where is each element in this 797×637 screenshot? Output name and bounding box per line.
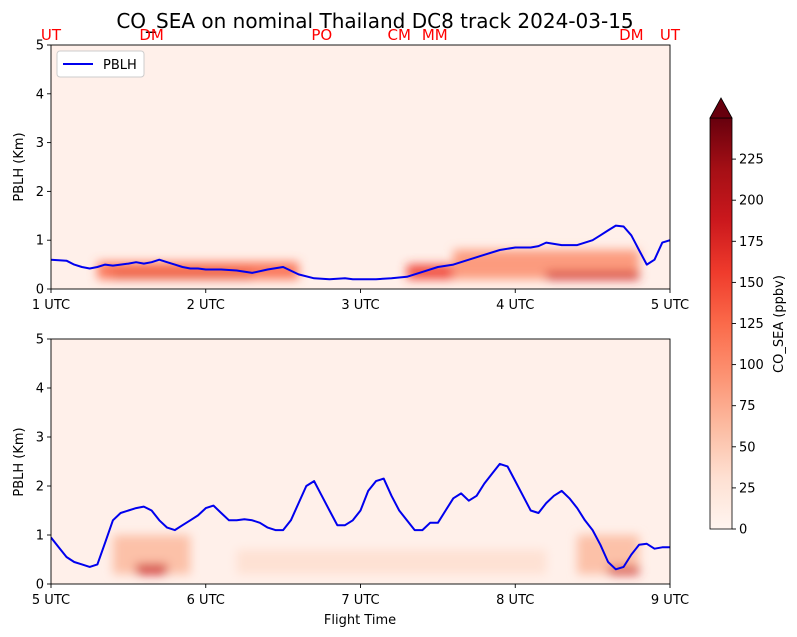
y-tick-label: 0	[36, 578, 44, 593]
x-tick-label: 3 UTC	[341, 298, 379, 313]
legend-label-pblh: PBLH	[103, 58, 137, 73]
x-ticks-top: 1 UTC 2 UTC 3 UTC 4 UTC 5 UTC	[32, 289, 689, 313]
y-tick-label: 1	[36, 529, 44, 544]
y-tick-label: 5	[36, 333, 44, 348]
x-tick-label: 6 UTC	[187, 593, 225, 608]
location-label: UT	[660, 26, 681, 44]
x-tick-label: 9 UTC	[651, 593, 689, 608]
colorbar-tick-label: 200	[739, 194, 764, 209]
heat-cell	[136, 564, 168, 575]
y-tick-label: 0	[36, 283, 44, 298]
pblh-series-line	[51, 224, 670, 281]
colorbar-bar	[709, 117, 733, 530]
colorbar-tick-label: 75	[739, 399, 756, 414]
heat-field	[97, 249, 640, 280]
pblh-line-bottom	[51, 462, 670, 571]
colorbar-tick-label: 50	[739, 440, 756, 455]
y-tick-label: 5	[36, 39, 44, 54]
chart-title: CO_SEA on nominal Thailand DC8 track 202…	[116, 9, 633, 33]
panel-bottom: 0 1 2 3 4 5 5 UTC 6 UTC 7 UTC 8 UTC 9 UTC PBLH (K…	[12, 333, 689, 629]
heat-cell	[97, 262, 299, 280]
colorbar-ticks: 0 25 50 75 100 125 150 175 200 225	[732, 153, 764, 538]
y-tick-label: 3	[36, 431, 44, 446]
colorbar-extend-arrow	[709, 97, 733, 119]
legend-box	[56, 50, 145, 78]
x-ticks-bottom: 5 UTC 6 UTC 7 UTC 8 UTC 9 UTC	[32, 584, 689, 608]
x-tick-label: 1 UTC	[32, 298, 70, 313]
location-label: CM	[387, 26, 410, 44]
heat-cell	[236, 549, 547, 575]
pblh-line-top	[51, 224, 670, 281]
x-axis-label: Flight Time	[324, 613, 396, 628]
y-tick-label: 2	[36, 480, 44, 495]
x-tick-label: 5 UTC	[651, 298, 689, 313]
y-tick-label: 1	[36, 234, 44, 249]
colorbar-tick-label: 150	[739, 276, 764, 291]
y-ticks-bottom: 0 1 2 3 4 5	[36, 333, 51, 593]
colorbar-tick-label: 25	[739, 481, 756, 496]
colorbar: 0 25 50 75 100 125 150 175 200 225 CO_SEA (ppbv)	[709, 97, 787, 538]
y-tick-label: 3	[36, 136, 44, 151]
x-tick-label: 5 UTC	[32, 593, 70, 608]
x-tick-label: 7 UTC	[341, 593, 379, 608]
y-tick-label: 4	[36, 87, 44, 102]
y-axis-label-top: PBLH (Km)	[12, 132, 27, 201]
colorbar-tick-label: 175	[739, 235, 764, 250]
heatmap-top	[97, 249, 640, 280]
location-label: UT	[41, 26, 62, 44]
y-ticks-top: 0 1 2 3 4 5	[36, 39, 51, 298]
colorbar-tick-label: 225	[739, 153, 764, 168]
location-label: DM	[139, 26, 164, 44]
colorbar-tick-label: 0	[739, 523, 747, 538]
heatmap-bottom	[112, 535, 640, 575]
heat-cell	[608, 566, 640, 575]
legend: PBLH	[56, 50, 145, 78]
y-tick-label: 2	[36, 185, 44, 200]
x-tick-label: 8 UTC	[496, 593, 534, 608]
x-tick-label: 4 UTC	[496, 298, 534, 313]
y-tick-label: 4	[36, 382, 44, 397]
panel-top: 0 1 2 3 4 5 1 UTC 2 UTC 3 UTC 4 UTC 5 UTC UT DM PO C…	[12, 26, 689, 313]
panel-top-field	[51, 45, 670, 289]
heat-field	[112, 535, 640, 575]
pblh-series-line	[51, 462, 670, 571]
heat-cell	[546, 271, 640, 280]
location-label: DM	[619, 26, 644, 44]
colorbar-tick-label: 100	[739, 358, 764, 373]
x-tick-label: 2 UTC	[187, 298, 225, 313]
heat-cell	[406, 264, 454, 280]
colorbar-tick-label: 125	[739, 317, 764, 332]
location-label: MM	[422, 26, 448, 44]
colorbar-label: CO_SEA (ppbv)	[772, 275, 787, 373]
location-labels: UT DM PO CM MM DM UT	[41, 26, 681, 44]
location-label: PO	[311, 26, 332, 44]
y-axis-label-bottom: PBLH (Km)	[12, 427, 27, 496]
